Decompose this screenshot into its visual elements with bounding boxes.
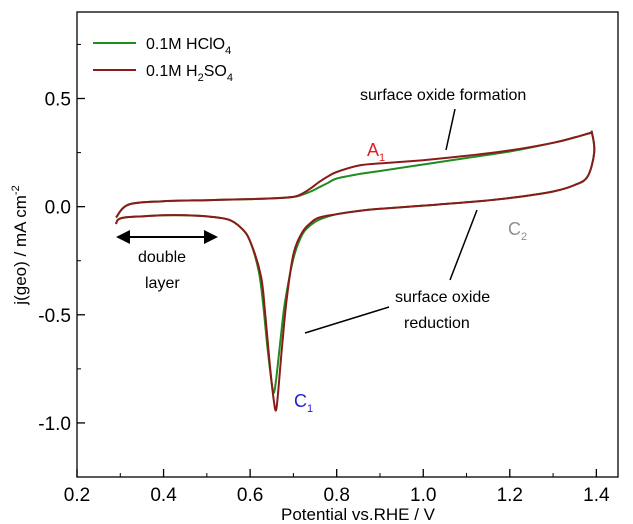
peak-label-c1: C1 — [294, 391, 313, 415]
annotation-double-layer-line1: double — [138, 249, 186, 266]
annotation-oxide-reduction-pointer-left — [304, 306, 390, 334]
x-tick-label: 1.4 — [583, 485, 610, 506]
double-layer-arrow-right-head — [204, 230, 218, 244]
peak-label-a1: A1 — [367, 140, 385, 164]
y-tick-label: -0.5 — [38, 306, 71, 327]
annotation-oxide-reduction-pointer-right — [449, 209, 478, 281]
y-axis-title-sup: -2 — [10, 185, 22, 195]
annotation-oxide-formation: surface oxide formation — [360, 87, 526, 104]
annotation-oxide-reduction-line2: reduction — [404, 315, 470, 332]
x-tick-label: 0.6 — [237, 485, 263, 506]
legend-label-hclo4: 0.1M HClO4 — [146, 36, 231, 57]
y-axis-ticks: 0.5 0.0 -0.5 -1.0 — [38, 43, 85, 435]
double-layer-arrow-left-head — [116, 230, 130, 244]
x-tick-label: 0.2 — [64, 485, 90, 506]
data-series-group — [115, 130, 596, 412]
y-tick-label: -1.0 — [38, 414, 71, 435]
series-line-hclo4 — [115, 130, 596, 394]
x-tick-label: 0.8 — [323, 485, 349, 506]
annotations: surface oxide formation surface oxide re… — [116, 87, 527, 415]
x-tick-label: 1.0 — [410, 485, 436, 506]
x-axis-ticks: 0.2 0.4 0.6 0.8 1.0 1.2 1.4 — [64, 469, 610, 506]
plot-frame — [76, 11, 619, 478]
x-tick-label: 1.2 — [497, 485, 523, 506]
annotation-oxide-reduction-line1: surface oxide — [395, 289, 490, 306]
annotation-oxide-formation-pointer — [445, 108, 456, 151]
x-axis-title: Potential vs.RHE / V — [281, 505, 436, 524]
series-line-h2so4 — [115, 130, 596, 412]
y-tick-label: 0.0 — [45, 198, 71, 219]
x-tick-label: 0.4 — [150, 485, 177, 506]
y-axis-title: j(geo) / mA cm-2 — [10, 185, 30, 305]
annotation-double-layer-line2: layer — [145, 275, 180, 292]
y-tick-label: 0.5 — [45, 90, 71, 111]
peak-label-c2: C2 — [508, 219, 527, 243]
y-axis-title-main: j(geo) / mA cm — [11, 195, 30, 306]
legend-label-h2so4: 0.1M H2SO4 — [146, 63, 233, 84]
legend: 0.1M HClO4 0.1M H2SO4 — [93, 36, 233, 84]
